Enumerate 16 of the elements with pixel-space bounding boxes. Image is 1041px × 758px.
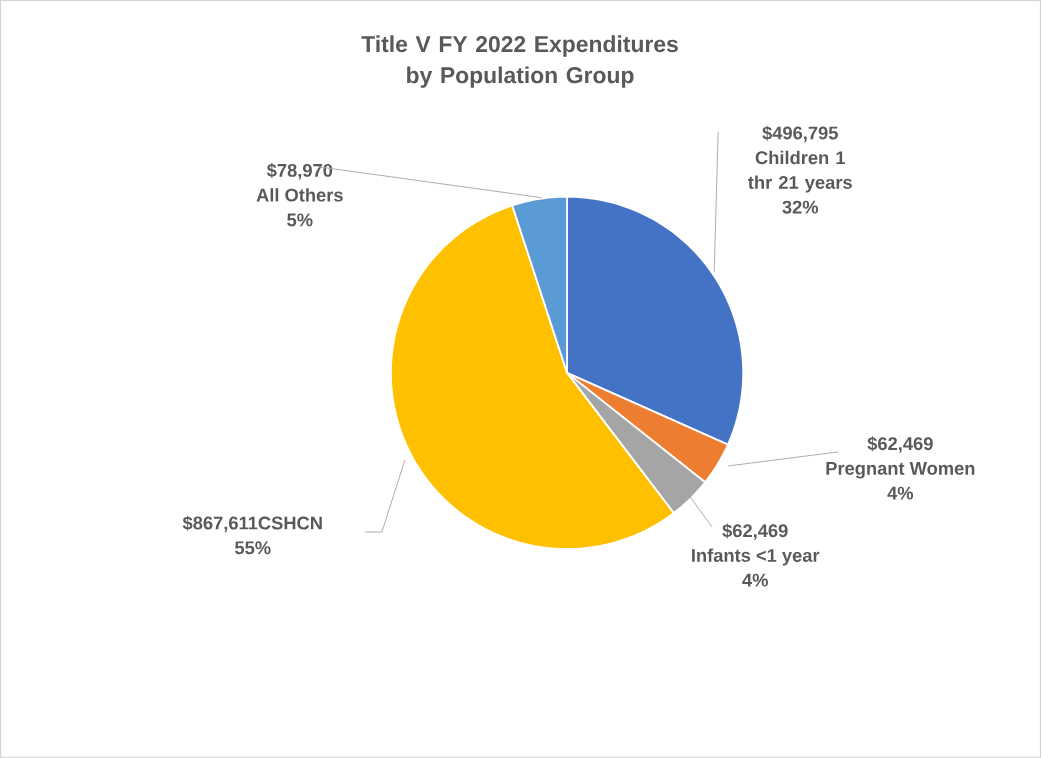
data-label: $62,469	[867, 436, 933, 453]
slice-label: Pregnant Women	[826, 462, 975, 479]
slice-label: Infants <1 year	[692, 548, 820, 566]
text: 4%	[887, 486, 914, 500]
text: 5%	[287, 213, 313, 227]
chart-title: Title V FY 2022 Expenditures by Population Group	[361, 35, 678, 88]
data-label: $62,469	[722, 523, 788, 540]
slice-label: CSHCN	[258, 516, 322, 530]
text: 4%	[742, 573, 768, 587]
data-label: $867,611	[182, 515, 258, 533]
text: 32%	[782, 200, 819, 214]
slice-label: Children 1 thr 21 years	[748, 150, 852, 193]
data-label: $496,795	[762, 125, 838, 143]
data-label: $78,970	[266, 163, 333, 180]
text: 55%	[235, 541, 271, 555]
slice-label: All Others	[256, 188, 343, 202]
